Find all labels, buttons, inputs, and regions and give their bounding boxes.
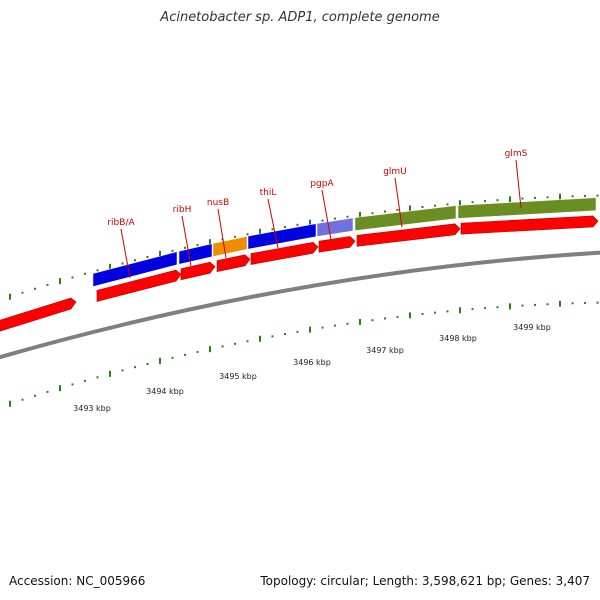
gene-label: ribH: [173, 205, 192, 215]
map-title: Acinetobacter sp. ADP1, complete genome: [160, 10, 440, 25]
accession-text: Accession: NC_005966: [9, 574, 146, 588]
cds-arrow: [318, 236, 356, 253]
cog-bar: [178, 243, 213, 265]
gene-labels: ribB/A ribH nusB thiL pgpA glmU glmS: [107, 149, 528, 279]
gene-pointer: [394, 177, 403, 228]
cog-bar: [457, 197, 597, 219]
cds-arrow: [216, 254, 251, 273]
gene-label: glmU: [383, 167, 407, 177]
cog-bars: [92, 197, 597, 287]
kbp-label: 3495 kbp: [219, 372, 257, 381]
kbp-label: 3498 kbp: [439, 334, 477, 343]
gene-pointer: [321, 189, 332, 241]
cds-arrow: [356, 223, 461, 247]
cds-arrow: [180, 261, 216, 281]
kbp-labels: 3493 kbp 3494 kbp 3495 kbp 3496 kbp 3497 kbp…: [73, 323, 551, 413]
cog-bar: [247, 223, 317, 250]
gene-label: nusB: [207, 198, 229, 208]
scale-ticks: [9, 193, 599, 407]
cog-bar: [92, 251, 178, 287]
kbp-label: 3497 kbp: [366, 346, 404, 355]
cds-arrows: [0, 215, 599, 332]
kbp-label: 3499 kbp: [513, 323, 551, 332]
cog-bar: [354, 205, 457, 231]
gene-pointer: [515, 159, 522, 209]
gene-pointer: [181, 215, 192, 267]
gene-label: ribB/A: [107, 218, 135, 228]
kbp-label: 3496 kbp: [293, 358, 331, 367]
gene-pointer: [120, 228, 131, 279]
kbp-label: 3494 kbp: [146, 387, 184, 396]
cog-bar: [316, 217, 354, 237]
cds-arrow: [96, 269, 182, 302]
genome-backbone: [0, 250, 600, 360]
cog-bar: [212, 236, 248, 257]
gene-label: pgpA: [310, 179, 334, 189]
cds-arrow: [460, 215, 599, 235]
cds-arrow: [250, 241, 319, 265]
gene-label: glmS: [505, 149, 528, 159]
gene-label: thiL: [260, 188, 277, 198]
cds-arrow: [0, 297, 77, 332]
gene-pointer: [217, 208, 227, 259]
gene-pointer: [267, 198, 279, 249]
kbp-label: 3493 kbp: [73, 404, 111, 413]
genome-summary-text: Topology: circular; Length: 3,598,621 bp…: [260, 574, 590, 588]
